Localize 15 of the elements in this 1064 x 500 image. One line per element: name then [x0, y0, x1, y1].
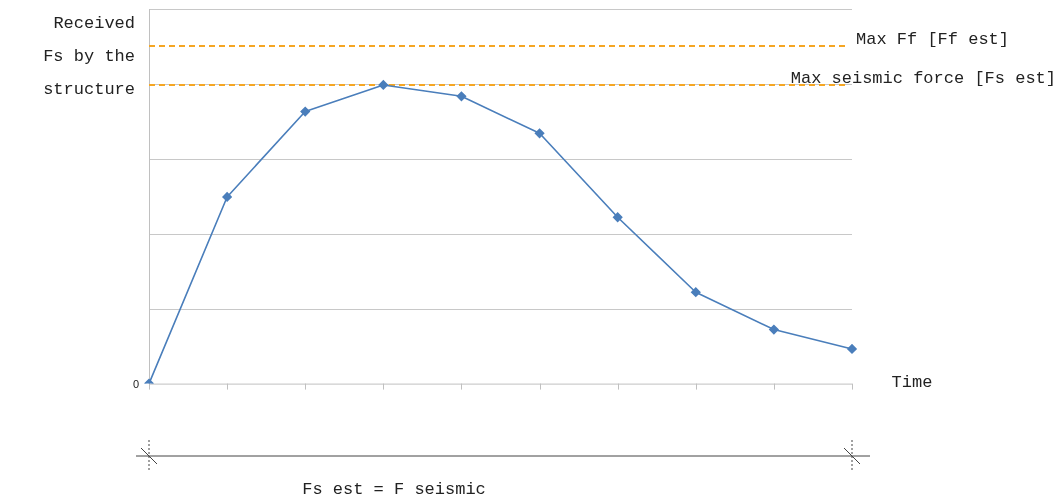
point: [690, 287, 701, 298]
point: [222, 192, 232, 202]
point: [612, 212, 623, 223]
point: [769, 324, 779, 335]
point: [300, 106, 311, 117]
ref-line-label: Max seismic force [Fs est]: [790, 68, 1056, 88]
text: Fs est = F seismic: [302, 479, 486, 499]
point: [847, 344, 857, 354]
ref-line-label: Max Ff [Ff est]: [856, 30, 1010, 50]
point: [456, 91, 467, 102]
y-axis-title: Received Fs by the structure: [43, 13, 135, 99]
point: [534, 128, 545, 139]
x-axis-title: Time: [891, 373, 933, 393]
point: [378, 80, 389, 90]
text: 0: [132, 377, 139, 390]
